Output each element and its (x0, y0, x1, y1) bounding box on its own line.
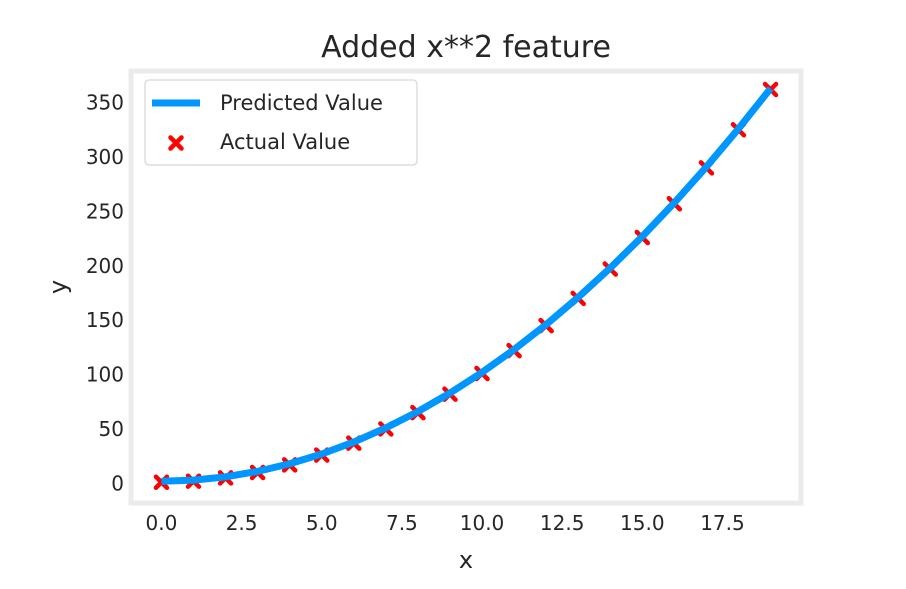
y-axis-label: y (44, 280, 72, 294)
x-tick-label: 15.0 (620, 511, 665, 535)
legend-x-marker (168, 135, 184, 151)
chart-title: Added x**2 feature (321, 30, 611, 65)
legend: Predicted Value Actual Value (144, 79, 418, 166)
x-tick-label: 17.5 (700, 511, 745, 535)
y-axis-ticks: 0 50 100 150 200 250 300 350 (86, 91, 124, 496)
legend-predicted-value-label: Predicted Value (220, 91, 383, 115)
y-tick-label: 50 (99, 417, 124, 441)
x-tick-label: 7.5 (386, 511, 418, 535)
y-tick-label: 300 (86, 145, 124, 169)
legend-actual-value-swatch (168, 135, 184, 151)
y-tick-label: 250 (86, 199, 124, 223)
legend-box (144, 79, 418, 166)
x-axis-label: x (459, 546, 473, 574)
x-axis-ticks: 0.0 2.5 5.0 7.5 10.0 12.5 15.0 17.5 (146, 511, 745, 535)
y-tick-label: 200 (86, 254, 124, 278)
x-tick-label: 0.0 (146, 511, 178, 535)
y-tick-label: 100 (86, 363, 124, 387)
predicted-value-line (161, 86, 774, 485)
x-tick-label: 5.0 (306, 511, 338, 535)
x-tick-label: 2.5 (226, 511, 258, 535)
series-layer (153, 81, 779, 491)
x-tick-label: 12.5 (540, 511, 585, 535)
legend-actual-value-label: Actual Value (220, 130, 350, 154)
x-tick-label: 10.0 (460, 511, 505, 535)
y-tick-label: 0 (111, 471, 124, 495)
y-tick-label: 150 (86, 308, 124, 332)
y-tick-label: 350 (86, 91, 124, 115)
